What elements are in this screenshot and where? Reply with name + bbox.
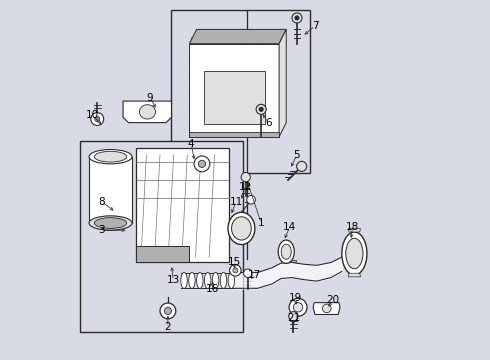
Polygon shape: [313, 303, 340, 315]
Text: 2: 2: [165, 322, 171, 332]
Circle shape: [95, 117, 100, 122]
Polygon shape: [136, 246, 190, 262]
Text: 8: 8: [98, 197, 105, 207]
Text: 21: 21: [287, 313, 300, 323]
Circle shape: [198, 160, 205, 167]
Circle shape: [160, 303, 176, 319]
Text: 9: 9: [147, 93, 153, 103]
Ellipse shape: [228, 273, 235, 288]
Ellipse shape: [189, 273, 195, 288]
Circle shape: [91, 113, 104, 126]
Text: 14: 14: [283, 222, 296, 231]
Bar: [80, 140, 243, 332]
Ellipse shape: [181, 273, 187, 288]
Text: 4: 4: [188, 139, 195, 149]
Bar: [204, 71, 265, 125]
Text: 20: 20: [326, 295, 340, 305]
Text: 10: 10: [86, 111, 99, 121]
Circle shape: [322, 304, 331, 313]
Circle shape: [164, 307, 171, 315]
Polygon shape: [348, 273, 361, 277]
Circle shape: [292, 13, 302, 23]
Circle shape: [233, 268, 238, 273]
Circle shape: [256, 104, 266, 114]
Bar: [172, 10, 310, 173]
Ellipse shape: [232, 217, 251, 240]
Ellipse shape: [220, 273, 227, 288]
Polygon shape: [279, 30, 286, 137]
Circle shape: [194, 156, 210, 172]
Ellipse shape: [281, 244, 291, 259]
Text: 6: 6: [265, 118, 271, 128]
Circle shape: [295, 16, 299, 20]
Circle shape: [294, 303, 303, 312]
Text: 15: 15: [228, 257, 241, 267]
Ellipse shape: [95, 218, 126, 228]
Text: 3: 3: [98, 225, 105, 235]
Ellipse shape: [228, 212, 255, 244]
Ellipse shape: [89, 149, 132, 164]
Ellipse shape: [278, 240, 294, 264]
Polygon shape: [123, 101, 172, 123]
Text: 11: 11: [229, 197, 243, 207]
Text: 19: 19: [289, 293, 302, 303]
Circle shape: [289, 312, 298, 321]
Polygon shape: [348, 228, 361, 232]
Text: 12: 12: [238, 182, 252, 192]
Text: 17: 17: [247, 270, 261, 280]
Polygon shape: [190, 44, 279, 137]
Circle shape: [230, 265, 241, 276]
Ellipse shape: [342, 232, 367, 275]
Text: 18: 18: [346, 222, 359, 231]
Polygon shape: [190, 30, 286, 44]
Circle shape: [296, 161, 307, 171]
Polygon shape: [190, 132, 279, 137]
Text: 7: 7: [312, 21, 318, 31]
Circle shape: [247, 195, 255, 204]
Ellipse shape: [139, 105, 155, 119]
Ellipse shape: [95, 151, 126, 162]
Ellipse shape: [204, 273, 211, 288]
Polygon shape: [89, 157, 132, 223]
Ellipse shape: [346, 238, 363, 269]
Circle shape: [289, 298, 307, 316]
Ellipse shape: [89, 216, 132, 230]
Ellipse shape: [212, 273, 219, 288]
Text: 5: 5: [294, 150, 300, 160]
Text: 1: 1: [258, 218, 265, 228]
Text: 13: 13: [167, 275, 180, 285]
Bar: [291, 260, 296, 262]
Text: 16: 16: [206, 284, 220, 294]
Polygon shape: [136, 148, 229, 262]
Circle shape: [241, 172, 250, 182]
Circle shape: [244, 269, 252, 278]
Circle shape: [259, 107, 263, 112]
Ellipse shape: [196, 273, 203, 288]
